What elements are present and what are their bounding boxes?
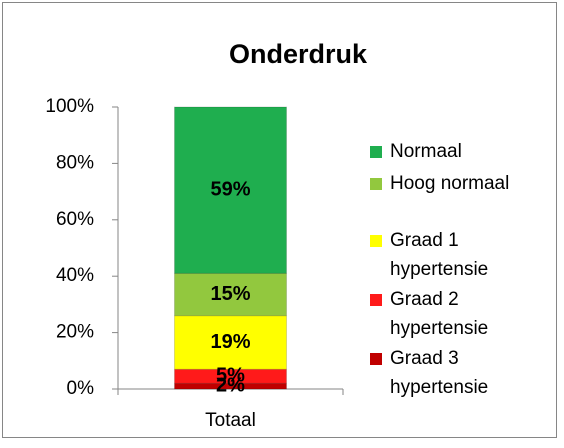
legend-label: Normaal [390, 141, 462, 162]
chart-title: Onderdruk [229, 39, 368, 69]
y-tick-label: 100% [45, 96, 94, 117]
legend-marker [370, 353, 382, 365]
x-tick-label: Totaal [205, 410, 256, 431]
legend-marker [370, 235, 382, 247]
legend-marker [370, 294, 382, 306]
legend-marker [370, 146, 382, 158]
y-tick-label: 20% [56, 322, 94, 343]
legend-label: Graad 3 hypertensie [390, 348, 488, 398]
y-tick-label: 40% [56, 265, 94, 286]
data-label: 2% [216, 374, 245, 396]
legend-label: Graad 1 hypertensie [390, 230, 488, 280]
data-label: 19% [210, 331, 250, 353]
legend-marker [370, 178, 382, 190]
bar-segment [174, 368, 287, 384]
y-tick-label: 0% [67, 378, 95, 399]
y-tick-label: 60% [56, 209, 94, 230]
y-tick-label: 80% [56, 152, 94, 173]
data-label: 5% [216, 365, 245, 387]
bar-segment [174, 272, 287, 317]
legend-label: Graad 2 hypertensie [390, 289, 488, 339]
bar-segment [174, 106, 287, 274]
legend-label: Hoog normaal [390, 173, 509, 194]
data-label: 59% [210, 178, 250, 200]
data-label: 15% [210, 283, 250, 305]
